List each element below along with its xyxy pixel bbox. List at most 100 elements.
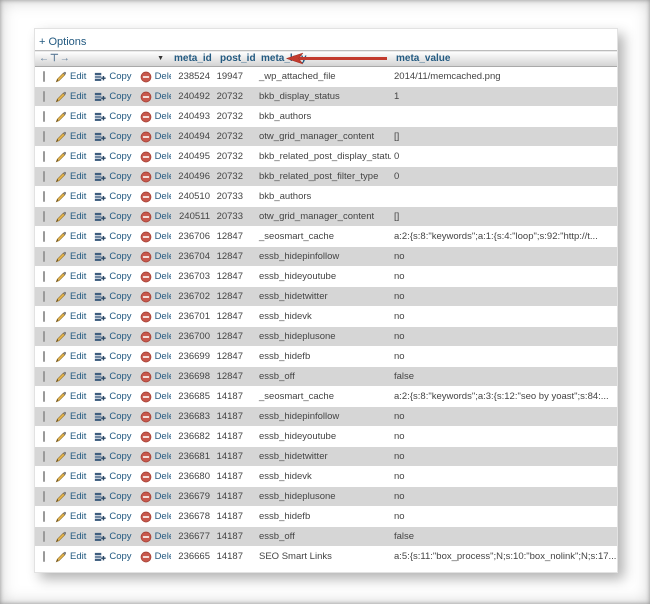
row-checkbox[interactable] (43, 91, 45, 102)
row-checkbox[interactable] (43, 431, 45, 442)
copy-link[interactable]: Copy (94, 551, 132, 563)
copy-link[interactable]: Copy (94, 311, 132, 323)
edit-link[interactable]: Edit (55, 451, 86, 463)
edit-link[interactable]: Edit (55, 491, 86, 503)
delete-link[interactable]: Delete (140, 371, 171, 383)
delete-link[interactable]: Delete (140, 471, 171, 483)
edit-link[interactable]: Edit (55, 91, 86, 103)
row-checkbox[interactable] (43, 391, 45, 402)
row-checkbox[interactable] (43, 511, 45, 522)
edit-link[interactable]: Edit (55, 231, 86, 243)
row-checkbox[interactable] (43, 151, 45, 162)
edit-link[interactable]: Edit (55, 551, 86, 563)
delete-link[interactable]: Delete (140, 231, 171, 243)
edit-link[interactable]: Edit (55, 271, 86, 283)
delete-link[interactable]: Delete (140, 71, 171, 83)
delete-link[interactable]: Delete (140, 531, 171, 543)
edit-link[interactable]: Edit (55, 291, 86, 303)
copy-link[interactable]: Copy (94, 511, 132, 523)
sort-link-post-id[interactable]: post_id (220, 53, 256, 64)
edit-link[interactable]: Edit (55, 111, 86, 123)
copy-link[interactable]: Copy (94, 411, 132, 423)
copy-link[interactable]: Copy (94, 291, 132, 303)
delete-link[interactable]: Delete (140, 151, 171, 163)
chevron-down-icon[interactable]: ▼ (157, 55, 164, 62)
row-checkbox[interactable] (43, 251, 45, 262)
copy-link[interactable]: Copy (94, 191, 132, 203)
edit-link[interactable]: Edit (55, 471, 86, 483)
delete-link[interactable]: Delete (140, 391, 171, 403)
delete-link[interactable]: Delete (140, 171, 171, 183)
edit-link[interactable]: Edit (55, 531, 86, 543)
edit-link[interactable]: Edit (55, 411, 86, 423)
row-checkbox[interactable] (43, 531, 45, 542)
copy-link[interactable]: Copy (94, 471, 132, 483)
row-checkbox[interactable] (43, 291, 45, 302)
copy-link[interactable]: Copy (94, 431, 132, 443)
copy-link[interactable]: Copy (94, 151, 132, 163)
copy-link[interactable]: Copy (94, 171, 132, 183)
edit-link[interactable]: Edit (55, 371, 86, 383)
copy-link[interactable]: Copy (94, 131, 132, 143)
copy-link[interactable]: Copy (94, 111, 132, 123)
copy-link[interactable]: Copy (94, 331, 132, 343)
row-checkbox[interactable] (43, 551, 45, 562)
delete-link[interactable]: Delete (140, 291, 171, 303)
delete-link[interactable]: Delete (140, 251, 171, 263)
row-checkbox[interactable] (43, 111, 45, 122)
delete-link[interactable]: Delete (140, 451, 171, 463)
row-checkbox[interactable] (43, 311, 45, 322)
delete-link[interactable]: Delete (140, 511, 171, 523)
sort-link-meta-value[interactable]: meta_value (396, 53, 451, 64)
copy-link[interactable]: Copy (94, 271, 132, 283)
copy-link[interactable]: Copy (94, 91, 132, 103)
edit-link[interactable]: Edit (55, 211, 86, 223)
delete-link[interactable]: Delete (140, 411, 171, 423)
row-checkbox[interactable] (43, 371, 45, 382)
edit-link[interactable]: Edit (55, 71, 86, 83)
edit-link[interactable]: Edit (55, 391, 86, 403)
delete-link[interactable]: Delete (140, 131, 171, 143)
copy-link[interactable]: Copy (94, 371, 132, 383)
edit-link[interactable]: Edit (55, 131, 86, 143)
edit-link[interactable]: Edit (55, 511, 86, 523)
delete-link[interactable]: Delete (140, 191, 171, 203)
delete-link[interactable]: Delete (140, 431, 171, 443)
delete-link[interactable]: Delete (140, 311, 171, 323)
copy-link[interactable]: Copy (94, 391, 132, 403)
delete-link[interactable]: Delete (140, 211, 171, 223)
row-checkbox[interactable] (43, 411, 45, 422)
copy-link[interactable]: Copy (94, 351, 132, 363)
edit-link[interactable]: Edit (55, 171, 86, 183)
delete-link[interactable]: Delete (140, 271, 171, 283)
sort-link-meta-key[interactable]: meta_key (261, 53, 307, 64)
row-checkbox[interactable] (43, 211, 45, 222)
delete-link[interactable]: Delete (140, 331, 171, 343)
copy-link[interactable]: Copy (94, 491, 132, 503)
copy-link[interactable]: Copy (94, 451, 132, 463)
row-checkbox[interactable] (43, 171, 45, 182)
delete-link[interactable]: Delete (140, 551, 171, 563)
edit-link[interactable]: Edit (55, 311, 86, 323)
row-checkbox[interactable] (43, 191, 45, 202)
row-checkbox[interactable] (43, 471, 45, 482)
edit-link[interactable]: Edit (55, 151, 86, 163)
sort-link-meta-id[interactable]: meta_id (174, 53, 212, 64)
row-checkbox[interactable] (43, 351, 45, 362)
delete-link[interactable]: Delete (140, 351, 171, 363)
delete-link[interactable]: Delete (140, 491, 171, 503)
edit-link[interactable]: Edit (55, 431, 86, 443)
copy-link[interactable]: Copy (94, 71, 132, 83)
edit-link[interactable]: Edit (55, 351, 86, 363)
edit-link[interactable]: Edit (55, 191, 86, 203)
options-toggle-link[interactable]: + Options (39, 36, 87, 48)
edit-link[interactable]: Edit (55, 331, 86, 343)
copy-link[interactable]: Copy (94, 231, 132, 243)
column-visibility-control[interactable]: ←⊤→ (39, 52, 71, 64)
copy-link[interactable]: Copy (94, 531, 132, 543)
copy-link[interactable]: Copy (94, 211, 132, 223)
row-checkbox[interactable] (43, 491, 45, 502)
copy-link[interactable]: Copy (94, 251, 132, 263)
edit-link[interactable]: Edit (55, 251, 86, 263)
row-checkbox[interactable] (43, 71, 45, 82)
